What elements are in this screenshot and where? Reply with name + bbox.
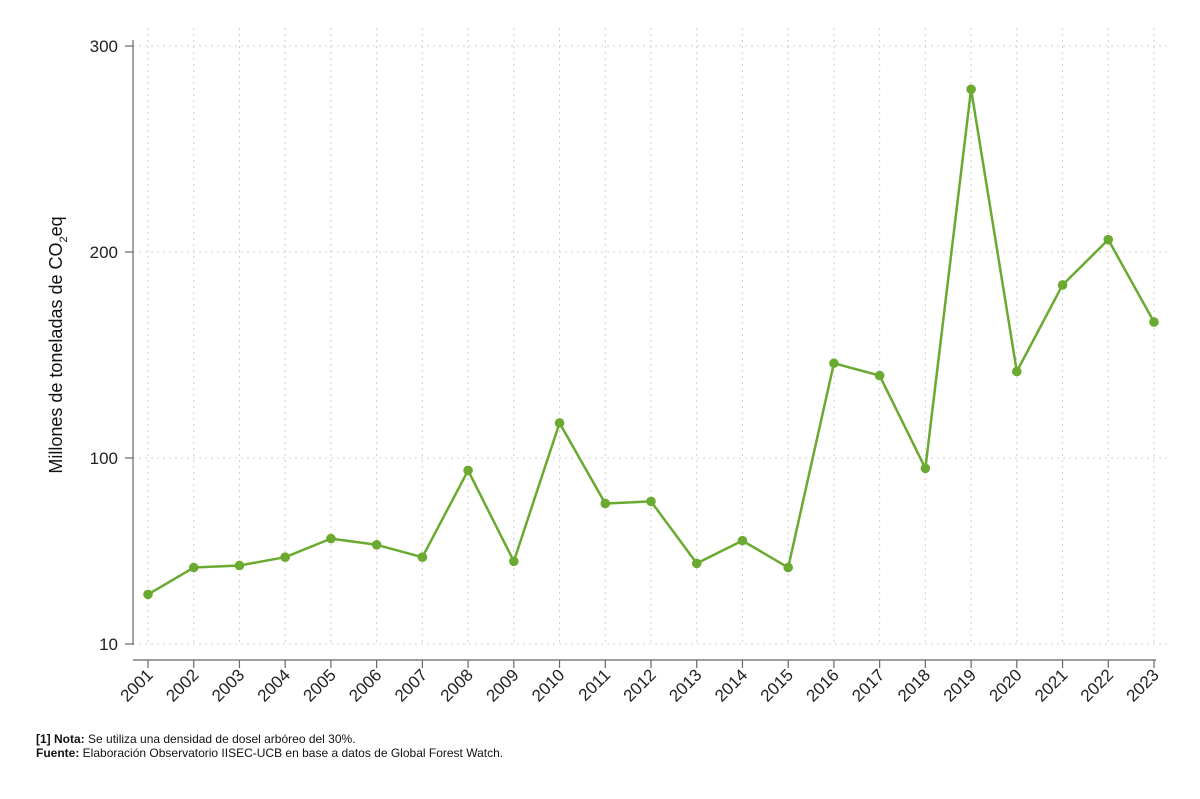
source-text: Elaboración Observatorio IISEC-UCB en ba… xyxy=(79,746,504,760)
x-tick-label: 2008 xyxy=(437,665,477,705)
y-tick-label: 300 xyxy=(90,37,118,56)
x-tick-label: 2007 xyxy=(391,665,431,705)
data-point xyxy=(1012,366,1022,377)
x-tick-label: 2002 xyxy=(162,665,202,705)
data-point xyxy=(1149,317,1159,327)
chart-notes: [1] Nota: Se utiliza una densidad de dos… xyxy=(36,732,503,760)
data-point xyxy=(417,552,428,562)
data-point xyxy=(326,533,336,544)
x-tick-label: 2023 xyxy=(1123,665,1163,705)
data-point xyxy=(463,465,473,476)
note-line: [1] Nota: Se utiliza una densidad de dos… xyxy=(36,732,503,746)
x-tick-label: 2020 xyxy=(985,665,1025,705)
source-line: Fuente: Elaboración Observatorio IISEC-U… xyxy=(36,746,503,760)
data-point xyxy=(554,418,565,428)
data-point xyxy=(600,498,611,509)
data-point xyxy=(280,552,290,562)
data-point xyxy=(737,535,748,546)
y-tick-label: 200 xyxy=(90,243,118,262)
data-point xyxy=(1057,280,1068,290)
x-tick-label: 2014 xyxy=(711,665,751,705)
x-tick-label: 2022 xyxy=(1077,665,1117,705)
x-tick-label: 2015 xyxy=(757,665,797,705)
data-point xyxy=(143,589,153,600)
x-tick-label: 2019 xyxy=(940,665,980,705)
y-tick-label: 100 xyxy=(90,449,118,468)
y-tick-label: 10 xyxy=(99,635,118,654)
x-tick-label: 2016 xyxy=(803,665,843,705)
data-point xyxy=(188,562,199,573)
x-tick-label: 2013 xyxy=(665,665,705,705)
y-axis-title: Millones de toneladas de CO2eq xyxy=(46,216,70,474)
x-tick-label: 2003 xyxy=(208,665,248,705)
note-text: Se utiliza una densidad de dosel arbóreo… xyxy=(84,732,356,746)
x-tick-label: 2006 xyxy=(345,665,385,705)
x-tick-label: 2001 xyxy=(117,665,157,705)
x-tick-label: 2009 xyxy=(482,665,522,705)
data-point xyxy=(783,562,793,573)
x-tick-label: 2021 xyxy=(1031,665,1071,705)
data-point xyxy=(1103,234,1114,245)
x-tick-label: 2012 xyxy=(620,665,660,705)
x-tick-label: 2010 xyxy=(528,665,568,705)
x-tick-label: 2017 xyxy=(848,665,888,705)
note-label: [1] Nota: xyxy=(36,732,85,746)
data-point xyxy=(646,496,656,507)
data-point xyxy=(874,370,885,381)
x-tick-label: 2005 xyxy=(300,665,340,705)
x-tick-label: 2004 xyxy=(254,665,294,705)
data-point xyxy=(691,558,702,569)
data-point xyxy=(920,463,931,474)
data-point xyxy=(509,556,519,567)
data-point xyxy=(966,84,976,95)
x-tick-label: 2011 xyxy=(575,665,614,704)
x-tick-label: 2018 xyxy=(894,665,934,705)
data-point xyxy=(234,560,245,571)
source-label: Fuente: xyxy=(36,746,80,760)
data-point xyxy=(829,358,839,369)
data-point xyxy=(371,540,382,550)
